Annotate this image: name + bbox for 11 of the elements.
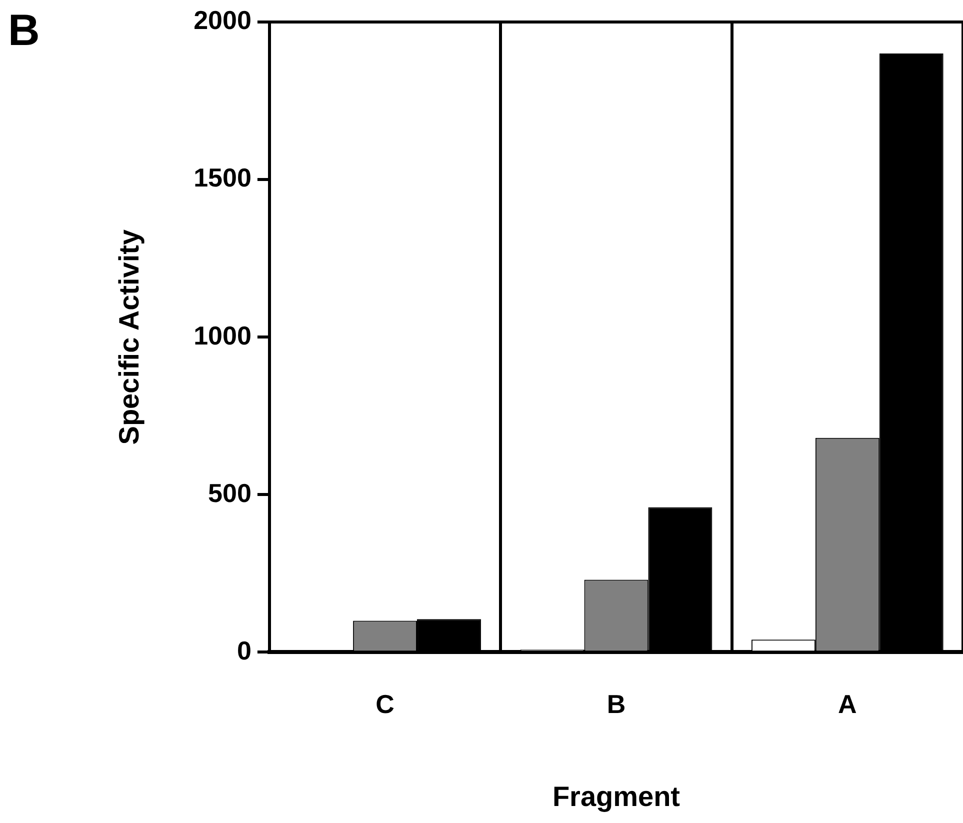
x-tick-label: C (376, 688, 395, 719)
y-axis-title: Specific Activity (114, 229, 145, 445)
y-tick-label: 500 (208, 478, 252, 508)
x-axis-title: Fragment (552, 780, 680, 812)
x-tick-label: B (606, 688, 626, 719)
y-tick-label: 2000 (194, 5, 252, 36)
text: B (8, 6, 40, 56)
x-tick-label: A (838, 688, 858, 719)
y-tick-label: 1000 (194, 320, 252, 350)
y-tick-label: 0 (236, 635, 252, 666)
y-tick-label: 1500 (194, 162, 252, 193)
